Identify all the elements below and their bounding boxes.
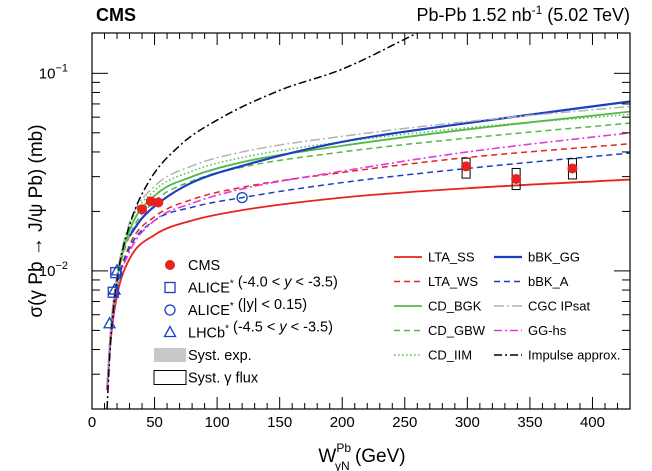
legend-marker-alice-circle [164, 304, 176, 316]
legend-marker-alice-square [164, 281, 176, 294]
legend-marker-syst-exp [154, 348, 186, 362]
x-tick-label: 250 [392, 414, 417, 431]
x-tick-label: 150 [267, 414, 292, 431]
legend-label: Impulse approx. [528, 348, 621, 363]
data-points [102, 157, 578, 329]
cms-point [461, 161, 472, 172]
legend-marker-cms [165, 260, 175, 270]
y-tick-label: 10−1 [39, 62, 68, 82]
x-tick-label: 400 [580, 414, 605, 431]
legend-label: GG-hs [528, 323, 567, 338]
legend-label: CD_BGK [428, 299, 482, 314]
x-tick-label: 100 [205, 414, 230, 431]
legend-label: bBK_GG [528, 250, 580, 265]
x-tick-label: 50 [146, 414, 163, 431]
curve-bbk-gg [128, 100, 630, 237]
curve-impulse-approx- [106, 33, 418, 409]
chart-header: CMS Pb-Pb 1.52 nb-1 (5.02 TeV) [96, 3, 630, 25]
legend-marker-lhcb [163, 325, 177, 338]
y-tick-label: 10−2 [39, 260, 68, 280]
lhcb-triangle-point [107, 282, 122, 295]
lhcb-triangle-point [110, 263, 124, 276]
legend-label: bBK_A [528, 274, 569, 289]
plot-frame [91, 32, 631, 410]
legend-label: CD_IIM [428, 348, 472, 363]
axes: 0 50 100 150 200 250 300 350 400 10−2 10−1 [39, 32, 631, 431]
legend-label: LTA_WS [428, 274, 478, 289]
legend-label: LTA_SS [428, 250, 475, 265]
legend-label: LHCb* (-4.5 < y < -3.5) [188, 320, 333, 342]
lhcb-triangle-point [102, 316, 117, 329]
x-tick-label: 300 [455, 414, 480, 431]
x-tick-label: 0 [88, 414, 96, 431]
experiment-label: CMS [96, 5, 136, 25]
legend-label: ALICE* (|y| < 0.15) [188, 297, 307, 319]
x-tick-label: 350 [517, 414, 542, 431]
cms-point [567, 163, 578, 174]
curve-cgc-ipsat [106, 105, 630, 390]
cms-point [137, 204, 148, 215]
cms-point [153, 197, 164, 208]
y-axis-title: σ(γ Pb → J/ψ Pb) (mb) [26, 124, 47, 317]
curve-cd-gbw [106, 122, 630, 390]
legend-label: CMS [188, 258, 220, 274]
legend-marker-syst-flux [153, 370, 187, 385]
curve-gg-hs [106, 132, 630, 390]
alice-circle-point [236, 191, 248, 204]
x-tick-label: 200 [330, 414, 355, 431]
luminosity-label: Pb-Pb 1.52 nb-1 (5.02 TeV) [417, 3, 630, 25]
legend-label: Syst. exp. [188, 348, 252, 364]
legend-label: ALICE* (-4.0 < y < -3.5) [188, 275, 338, 297]
cms-point [145, 196, 156, 207]
legend-label: CGC IPsat [528, 299, 591, 314]
cms-point [511, 173, 522, 184]
legend-label: CD_GBW [428, 323, 486, 338]
legend-label: Syst. γ flux [188, 371, 259, 387]
x-axis-title: WPb γN (GeV) [318, 441, 405, 471]
